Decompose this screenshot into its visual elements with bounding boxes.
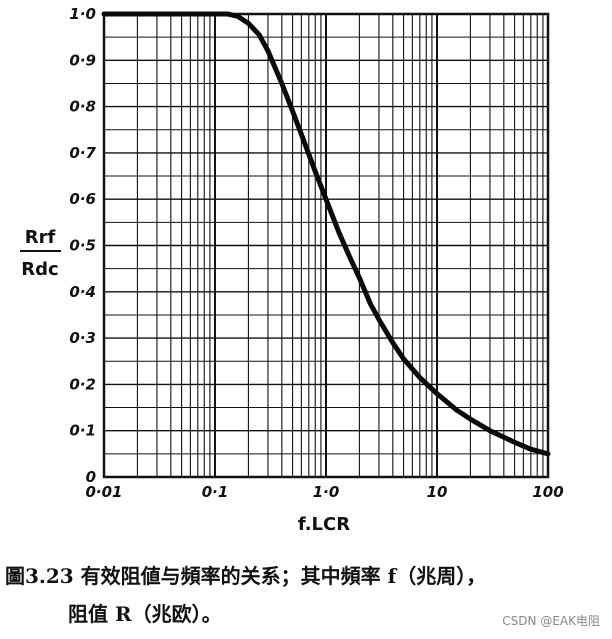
y-tick-label: 0·5: [69, 237, 96, 255]
curve-layer: [101, 11, 551, 457]
x-tick-label: 0·1: [202, 483, 229, 501]
y-tick-label: 0·8: [69, 98, 96, 116]
y-tick-label: 0·7: [69, 144, 96, 162]
plot-border: [102, 12, 550, 479]
y-tick-label: 0·6: [69, 190, 96, 208]
watermark: CSDN @EAK电阻: [502, 614, 600, 628]
figure-caption-line-2: 阻值 R（兆欧）。: [68, 602, 222, 626]
y-tick-label: 0·9: [69, 51, 96, 69]
chart-frame: [102, 12, 550, 479]
y-tick-label: 1·0: [69, 5, 96, 23]
y-tick-label: 0·4: [69, 283, 96, 301]
y-axis-label: Rrf Rdc: [20, 227, 61, 280]
x-tick-label: 100: [532, 483, 563, 501]
x-tick-label: 1·0: [313, 483, 340, 501]
figure-caption-line-1: 圖3.23 有效阻値与頻率的关系；其中頻率 f（兆周），: [5, 564, 487, 588]
y-label-numerator: Rrf: [25, 227, 56, 248]
x-tick-label: 10: [427, 483, 448, 501]
x-tick-label: 0·01: [85, 483, 122, 501]
chart-grid: [103, 13, 548, 478]
y-tick-label: 0·3: [69, 329, 96, 347]
y-label-denominator: Rdc: [21, 259, 58, 280]
chart: 0·01 0·1 1·0 10 100 0 0·1 0·2 0·3 0·4 0·5 0·6 0·7 0·…: [20, 5, 564, 535]
x-tick-labels: 0·01 0·1 1·0 10 100: [85, 483, 563, 501]
y-tick-label: 0·2: [69, 375, 96, 393]
y-tick-labels: 0 0·1 0·2 0·3 0·4 0·5 0·6 0·7 0·8 0·9 1·0: [69, 5, 96, 486]
response-curve: [101, 11, 551, 457]
y-tick-label: 0: [86, 468, 96, 486]
y-tick-label: 0·1: [69, 422, 96, 440]
x-axis-label: f.LCR: [298, 514, 350, 535]
